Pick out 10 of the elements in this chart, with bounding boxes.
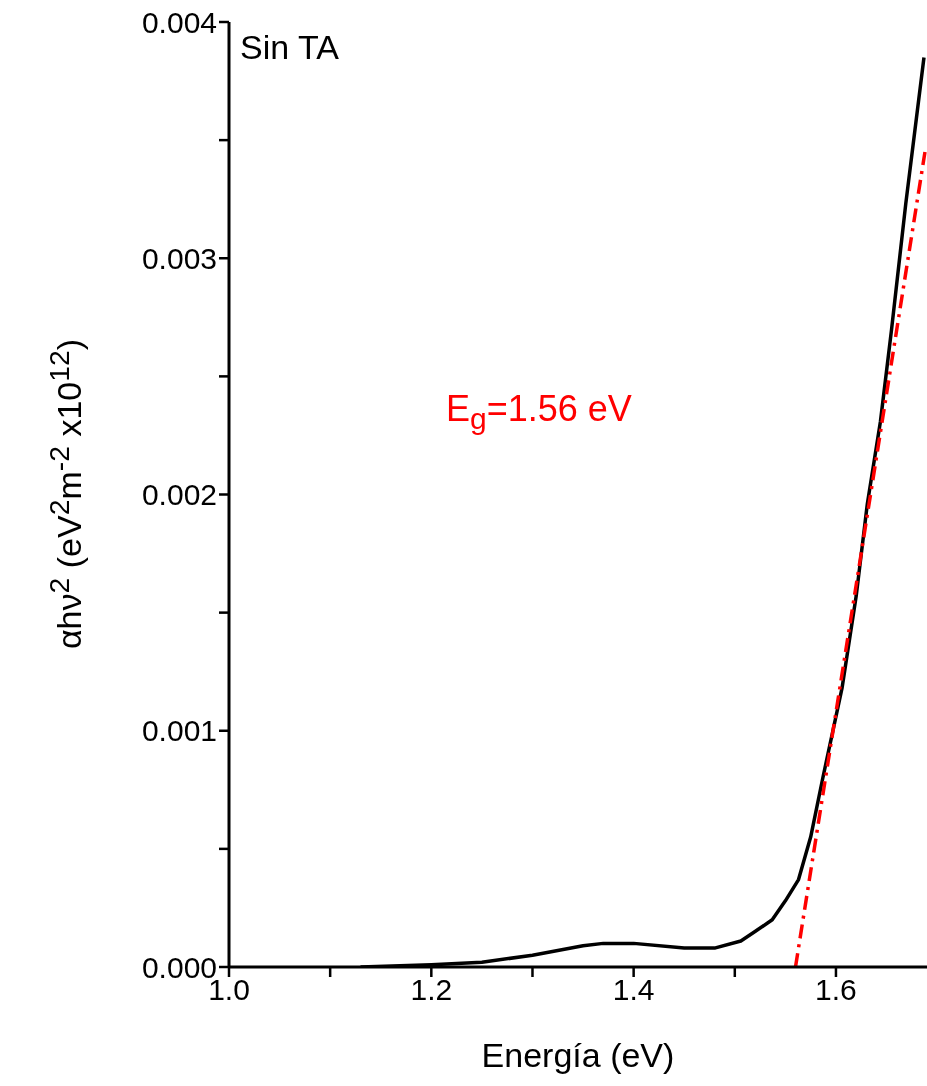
x-tick-label: 1.6	[815, 973, 857, 1007]
x-tick-label: 1.4	[612, 973, 655, 1007]
x-tick-label: 1.2	[410, 973, 453, 1007]
y-tick-label: 0.004	[141, 5, 217, 39]
y-tick-label: 0.003	[141, 241, 217, 275]
y-tick-label: 0.001	[141, 714, 217, 748]
annotation: Sin TA	[240, 28, 339, 67]
annotation: E$_{g}$=1.56 eV	[446, 388, 632, 437]
x-axis-title: Energía (eV)	[480, 1036, 676, 1075]
y-tick-label: 0.002	[141, 478, 217, 512]
